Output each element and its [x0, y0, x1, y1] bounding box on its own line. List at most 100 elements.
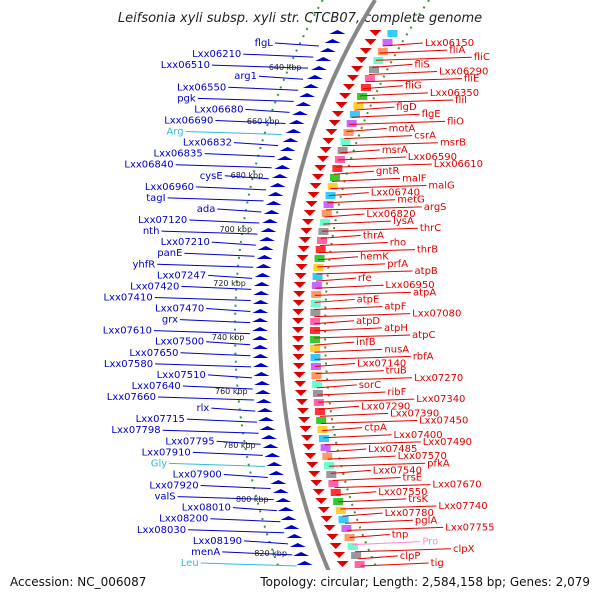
reverse-gene-arrow — [304, 453, 317, 459]
gene-label: atpA — [413, 287, 436, 298]
reverse-gene-arrow — [322, 138, 335, 144]
forward-gene-arrow — [257, 246, 274, 250]
cog-category-block — [311, 282, 322, 289]
cog-category-block — [377, 48, 388, 55]
gene-label: panE — [157, 248, 182, 259]
reverse-gene-arrow — [312, 489, 325, 495]
gene-label: gntR — [376, 166, 400, 177]
gene-label: Leu — [181, 558, 199, 569]
forward-gene-arrow — [260, 228, 277, 232]
cog-category-block — [310, 300, 321, 307]
gene-label: Lxx06835 — [154, 149, 203, 160]
leader-line — [365, 78, 462, 83]
forward-gene-arrow — [263, 210, 280, 214]
leader-line — [315, 363, 356, 368]
gene-label: valS — [154, 492, 175, 503]
reverse-gene-arrow — [355, 57, 368, 63]
forward-gene-arrow — [283, 525, 300, 529]
cog-category-block — [310, 354, 321, 361]
reverse-gene-arrow — [369, 30, 382, 36]
gene-label: Lxx06740 — [371, 188, 420, 199]
gene-label: fliC — [474, 52, 490, 63]
gene-label: Lxx07640 — [132, 381, 181, 392]
leader-line — [322, 427, 363, 432]
reverse-gene-arrow — [294, 390, 307, 396]
gene-label: rlx — [197, 403, 210, 414]
forward-gene-arrow — [253, 291, 270, 295]
reverse-gene-arrow — [292, 354, 305, 360]
gene-label: infB — [356, 337, 376, 348]
gene-label: pglA — [415, 515, 437, 526]
gene-label: Lxx07210 — [161, 237, 210, 248]
gene-label: ribF — [387, 387, 406, 398]
gene-label: Lxx06550 — [177, 82, 226, 93]
cog-category-block — [338, 516, 349, 523]
gene-label: thrA — [363, 230, 384, 241]
gene-label: trsK — [408, 494, 428, 505]
reverse-gene-arrow — [336, 561, 349, 567]
gene-label: Lxx06150 — [425, 38, 474, 49]
reverse-gene-arrow — [294, 381, 307, 387]
forward-gene-arrow — [315, 57, 332, 61]
forward-gene-arrow — [262, 219, 279, 223]
reverse-gene-arrow — [299, 237, 312, 243]
cog-category-block — [335, 507, 346, 514]
gene-label: csrA — [414, 131, 436, 142]
leader-line — [330, 184, 427, 189]
forward-gene-arrow — [329, 30, 346, 34]
gene-label: Lxx07500 — [155, 337, 204, 348]
forward-gene-arrow — [282, 138, 299, 142]
leader-line — [327, 199, 396, 204]
leader-line — [382, 42, 423, 47]
leader-line — [336, 491, 377, 496]
leader-line — [326, 448, 367, 453]
leader-line — [352, 541, 421, 546]
forward-gene-arrow — [265, 201, 282, 205]
leader-line — [342, 512, 383, 517]
leader-line — [210, 518, 281, 523]
leader-line — [359, 92, 428, 97]
left-gene-labels: flgLLxx06210Lxx06510arg1Lxx06550pgkLxx06… — [103, 38, 319, 569]
forward-gene-arrow — [253, 372, 270, 376]
gene-label: fliA — [449, 45, 465, 56]
leader-line — [315, 277, 356, 282]
gene-label: Lxx07247 — [157, 270, 206, 281]
leader-line — [314, 355, 411, 360]
scale-tick-label: 800 kbp — [236, 495, 269, 504]
leader-line — [180, 352, 251, 357]
gene-label: Lxx07540 — [373, 465, 422, 476]
leader-line — [339, 149, 380, 154]
genome-rings — [233, 0, 430, 600]
forward-gene-arrow — [272, 489, 289, 493]
reverse-gene-arrow — [323, 525, 336, 531]
leader-line — [362, 85, 403, 90]
leader-line — [349, 534, 390, 539]
reverse-gene-arrow — [294, 273, 307, 279]
gene-label: atpC — [412, 330, 435, 341]
leader-line — [211, 407, 256, 412]
gene-label: hemK — [360, 252, 389, 263]
forward-gene-arrow — [280, 516, 297, 520]
gene-label: ada — [197, 204, 216, 215]
leader-line — [357, 555, 398, 560]
gene-label: tnp — [392, 530, 409, 541]
leader-line — [314, 341, 355, 346]
leader-line — [372, 63, 413, 68]
forward-gene-arrow — [260, 435, 277, 439]
cog-category-block — [321, 210, 332, 217]
leader-line — [157, 396, 254, 401]
forward-gene-arrow — [302, 84, 319, 88]
cog-category-block — [332, 165, 343, 172]
forward-gene-arrow — [319, 48, 336, 52]
reverse-gene-arrow — [309, 183, 322, 189]
scale-tick-label: 780 kbp — [223, 441, 256, 450]
leader-line — [211, 241, 256, 246]
reverse-gene-arrow — [315, 498, 328, 504]
leader-line — [222, 551, 293, 556]
gene-label: trsE — [403, 473, 423, 484]
forward-gene-arrow — [252, 309, 269, 313]
forward-gene-arrow — [274, 165, 291, 169]
leader-line — [360, 562, 429, 567]
leader-line — [223, 473, 268, 478]
